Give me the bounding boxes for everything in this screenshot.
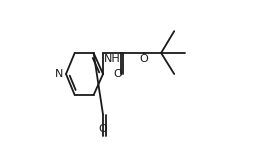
Text: O: O	[113, 69, 122, 79]
Text: O: O	[99, 124, 107, 134]
Text: NH: NH	[104, 54, 121, 64]
Text: O: O	[139, 54, 148, 64]
Text: N: N	[55, 69, 64, 79]
